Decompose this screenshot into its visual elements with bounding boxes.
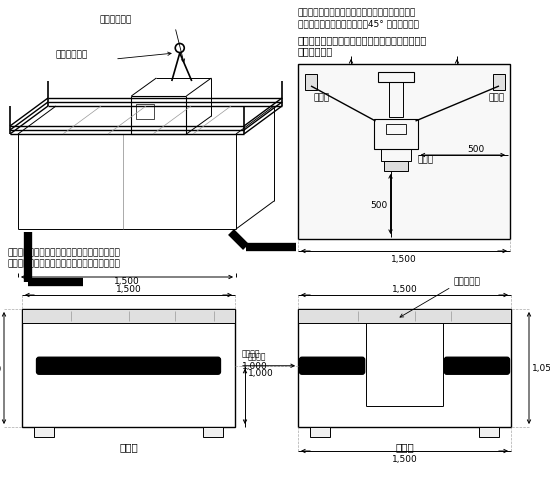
Text: 1,500: 1,500 <box>392 454 417 463</box>
Text: 補フック掛け: 補フック掛け <box>100 15 132 24</box>
Text: 正面図: 正面図 <box>395 441 414 451</box>
Text: 1,050: 1,050 <box>532 364 550 373</box>
Text: 側面図: 側面図 <box>119 441 138 451</box>
Bar <box>298 65 510 240</box>
Bar <box>377 73 414 83</box>
Text: 1,500: 1,500 <box>116 285 141 293</box>
Text: 安全帯: 安全帯 <box>417 155 433 163</box>
Bar <box>34 427 54 437</box>
Text: 主フック掛け: 主フック掛け <box>55 50 87 59</box>
Text: 床上高さ: 床上高さ <box>242 349 261 358</box>
Text: ボックスの外側は鋼鈑で囲い、高所においての: ボックスの外側は鋼鈑で囲い、高所においての <box>8 247 121 257</box>
Bar <box>493 75 505 91</box>
Bar <box>22 309 235 324</box>
Bar <box>136 105 155 120</box>
Bar <box>386 125 405 135</box>
FancyBboxPatch shape <box>300 358 365 374</box>
Text: 床上高さ: 床上高さ <box>248 352 267 361</box>
Bar <box>298 309 511 427</box>
Text: 安全帯: 安全帯 <box>313 93 329 102</box>
Text: 乗降用ドア: 乗降用ドア <box>453 276 480 285</box>
Text: 1,500: 1,500 <box>391 254 417 264</box>
Bar <box>310 427 330 437</box>
Bar <box>388 83 403 118</box>
Text: に保ちます。: に保ちます。 <box>298 46 333 56</box>
Text: 500: 500 <box>468 145 485 154</box>
FancyBboxPatch shape <box>444 358 509 374</box>
Bar <box>373 120 417 150</box>
Bar <box>305 75 317 91</box>
Bar <box>298 309 511 324</box>
Bar <box>383 162 408 172</box>
Text: 500: 500 <box>370 200 388 209</box>
Bar <box>203 427 223 437</box>
Text: 1,500: 1,500 <box>114 276 140 285</box>
Text: 1,500: 1,500 <box>392 285 417 293</box>
Text: 安全帯: 安全帯 <box>489 93 505 102</box>
Text: 1,000: 1,000 <box>242 362 268 370</box>
Text: 1,000: 1,000 <box>248 368 274 377</box>
Bar <box>381 150 410 162</box>
Text: ボックスは搭乗者が旋回ボタンを押すことにより: ボックスは搭乗者が旋回ボタンを押すことにより <box>298 8 416 17</box>
Bar <box>479 427 499 437</box>
Bar <box>22 309 235 427</box>
Text: 電動油圧シリンダにより自動的にボックスを水平: 電動油圧シリンダにより自動的にボックスを水平 <box>298 35 427 45</box>
Text: 950: 950 <box>0 364 2 373</box>
FancyBboxPatch shape <box>36 358 221 374</box>
Text: 搭乗者の風よけと恐怖心を少なくしています。: 搭乗者の風よけと恐怖心を少なくしています。 <box>8 259 121 267</box>
Text: 電動シリンダによって左右に45° 旋回します。: 電動シリンダによって左右に45° 旋回します。 <box>298 19 419 28</box>
